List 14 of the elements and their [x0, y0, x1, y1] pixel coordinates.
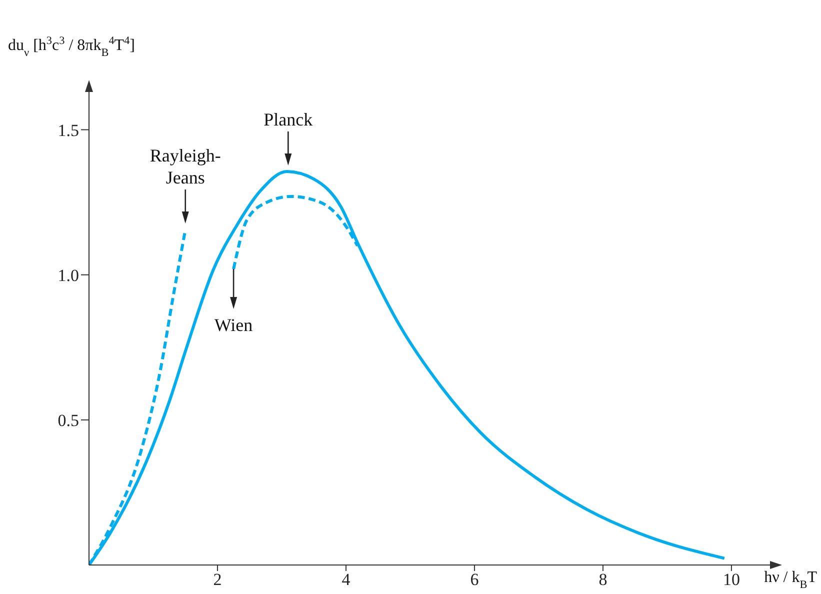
x-tick-label: 8: [598, 570, 608, 590]
x-tick-label: 4: [342, 570, 351, 590]
annotation: Planck: [264, 109, 313, 130]
text: du$_{ν}$ [h$^{3}$c$^{3}$ / 8πk$_{B}$$^{4}$T$^{4}$]: [8, 35, 135, 59]
annotation: Rayleigh-Jeans: [150, 145, 221, 188]
y-tick-label: 1.0: [58, 266, 79, 285]
x-tick-label: 6: [470, 570, 479, 590]
annotation: Wien: [214, 315, 253, 336]
x-tick-label: 2: [213, 570, 222, 590]
line-series: [232, 194, 360, 271]
y-tick-label: 1.5: [58, 120, 79, 140]
x-axis-title: hν / k$_{B}$T: [764, 569, 818, 591]
y-tick-label: 0.5: [58, 410, 79, 430]
x-tick-label: 10: [722, 570, 740, 590]
